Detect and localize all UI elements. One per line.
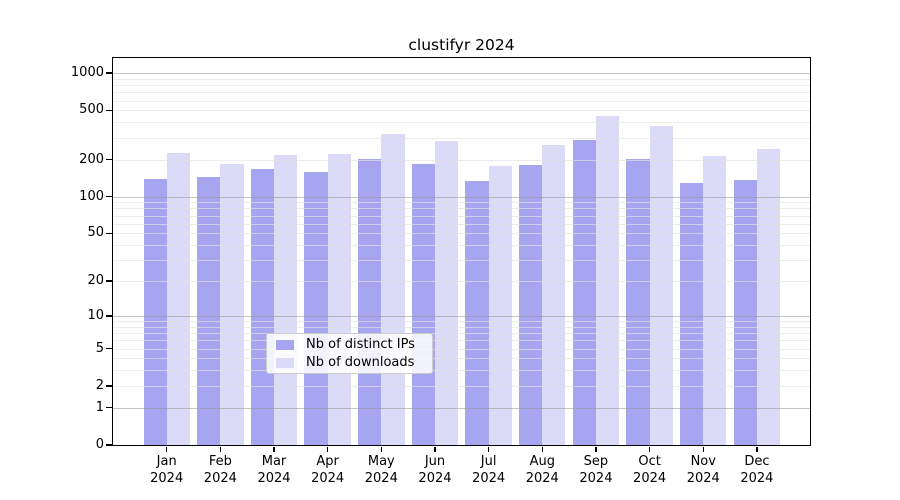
x-tick-label: Aug 2024 bbox=[525, 454, 559, 486]
bar-downloads-jun bbox=[434, 141, 459, 445]
y-tick-label: 0 bbox=[95, 437, 104, 452]
bar-downloads-may bbox=[381, 133, 405, 445]
y-tick-mark bbox=[106, 385, 112, 387]
y-tick-mark bbox=[106, 72, 112, 74]
x-tick-label: Nov 2024 bbox=[686, 454, 720, 486]
y-tick-label: 100 bbox=[79, 188, 104, 204]
bar-downloads-mar bbox=[274, 154, 298, 445]
legend-item-distinct-ips: Nb of distinct IPs bbox=[276, 337, 423, 352]
bar-downloads-aug bbox=[542, 144, 566, 445]
x-tick-mark bbox=[273, 446, 275, 452]
bar-distinct-ips-oct bbox=[626, 159, 650, 445]
legend-swatch-distinct-ips bbox=[276, 339, 294, 350]
y-tick-label: 20 bbox=[87, 273, 104, 289]
y-tick-mark bbox=[106, 109, 112, 112]
y-tick-label: 200 bbox=[79, 151, 104, 167]
x-tick-label: Mar 2024 bbox=[257, 454, 291, 486]
bar-downloads-oct bbox=[649, 126, 673, 445]
legend-label-downloads: Nb of downloads bbox=[306, 355, 415, 370]
x-tick-label: Sep 2024 bbox=[579, 454, 613, 486]
x-tick-mark bbox=[702, 446, 704, 452]
bar-distinct-ips-jun bbox=[411, 163, 435, 445]
y-tick-mark bbox=[106, 280, 112, 282]
x-tick-mark bbox=[595, 446, 597, 452]
minor-gridline bbox=[113, 85, 810, 87]
x-tick-label: Dec 2024 bbox=[740, 454, 774, 486]
x-tick-mark bbox=[165, 446, 168, 452]
bar-distinct-ips-jul bbox=[465, 180, 489, 445]
x-tick-mark bbox=[487, 446, 490, 452]
x-tick-mark bbox=[541, 446, 544, 452]
y-tick-label: 1 bbox=[95, 399, 104, 415]
bar-downloads-sep bbox=[595, 116, 620, 445]
y-tick-label: 5 bbox=[95, 340, 104, 356]
legend-label-distinct-ips: Nb of distinct IPs bbox=[306, 337, 415, 352]
bar-distinct-ips-apr bbox=[304, 172, 328, 445]
minor-gridline bbox=[113, 100, 810, 102]
y-tick-mark bbox=[106, 406, 112, 409]
bar-distinct-ips-feb bbox=[197, 177, 221, 445]
plot-area bbox=[113, 59, 810, 445]
x-tick-label: Apr 2024 bbox=[311, 454, 345, 486]
x-tick-label: Jun 2024 bbox=[418, 454, 452, 486]
legend-swatch-downloads bbox=[276, 357, 294, 368]
bar-distinct-ips-jan bbox=[143, 178, 167, 445]
x-tick-mark bbox=[380, 446, 383, 452]
bar-distinct-ips-dec bbox=[733, 179, 757, 445]
chart-title: clustifyr 2024 bbox=[408, 36, 515, 54]
x-tick-mark bbox=[219, 446, 222, 452]
minor-gridline bbox=[113, 137, 810, 139]
y-tick-label: 2 bbox=[95, 377, 104, 393]
y-tick-mark bbox=[106, 158, 112, 161]
bar-distinct-ips-nov bbox=[680, 183, 704, 445]
bar-downloads-apr bbox=[327, 153, 351, 445]
x-tick-label: Jul 2024 bbox=[472, 454, 506, 486]
legend: Nb of distinct IPs Nb of downloads bbox=[266, 333, 433, 374]
y-tick-mark bbox=[106, 232, 112, 235]
y-tick-label: 1000 bbox=[70, 65, 104, 81]
bar-downloads-jan bbox=[166, 152, 190, 445]
x-tick-mark bbox=[434, 446, 436, 452]
minor-gridline bbox=[113, 78, 810, 80]
minor-gridline bbox=[113, 110, 810, 112]
y-tick-mark bbox=[106, 444, 112, 446]
x-tick-label: Jan 2024 bbox=[150, 454, 184, 486]
bar-downloads-dec bbox=[756, 148, 781, 445]
bar-downloads-feb bbox=[220, 163, 244, 445]
x-tick-mark bbox=[756, 446, 758, 452]
bar-distinct-ips-aug bbox=[519, 164, 543, 445]
minor-gridline bbox=[113, 92, 810, 94]
y-tick-mark bbox=[106, 195, 112, 198]
x-tick-label: Oct 2024 bbox=[633, 454, 667, 486]
bar-distinct-ips-may bbox=[358, 158, 382, 445]
x-tick-mark bbox=[648, 446, 651, 452]
x-tick-label: May 2024 bbox=[364, 454, 398, 486]
y-tick-label: 50 bbox=[87, 225, 104, 241]
bar-distinct-ips-sep bbox=[572, 140, 596, 445]
y-tick-label: 10 bbox=[87, 307, 104, 323]
legend-item-downloads: Nb of downloads bbox=[276, 355, 423, 370]
minor-gridline bbox=[113, 122, 810, 124]
x-tick-mark bbox=[326, 446, 329, 452]
major-gridline bbox=[113, 73, 810, 75]
bar-distinct-ips-mar bbox=[250, 168, 274, 445]
bar-downloads-nov bbox=[703, 155, 727, 445]
y-tick-mark bbox=[106, 315, 112, 317]
y-tick-label: 500 bbox=[79, 102, 104, 118]
y-tick-mark bbox=[106, 347, 112, 350]
bar-downloads-jul bbox=[488, 166, 512, 445]
x-tick-label: Feb 2024 bbox=[203, 454, 237, 486]
